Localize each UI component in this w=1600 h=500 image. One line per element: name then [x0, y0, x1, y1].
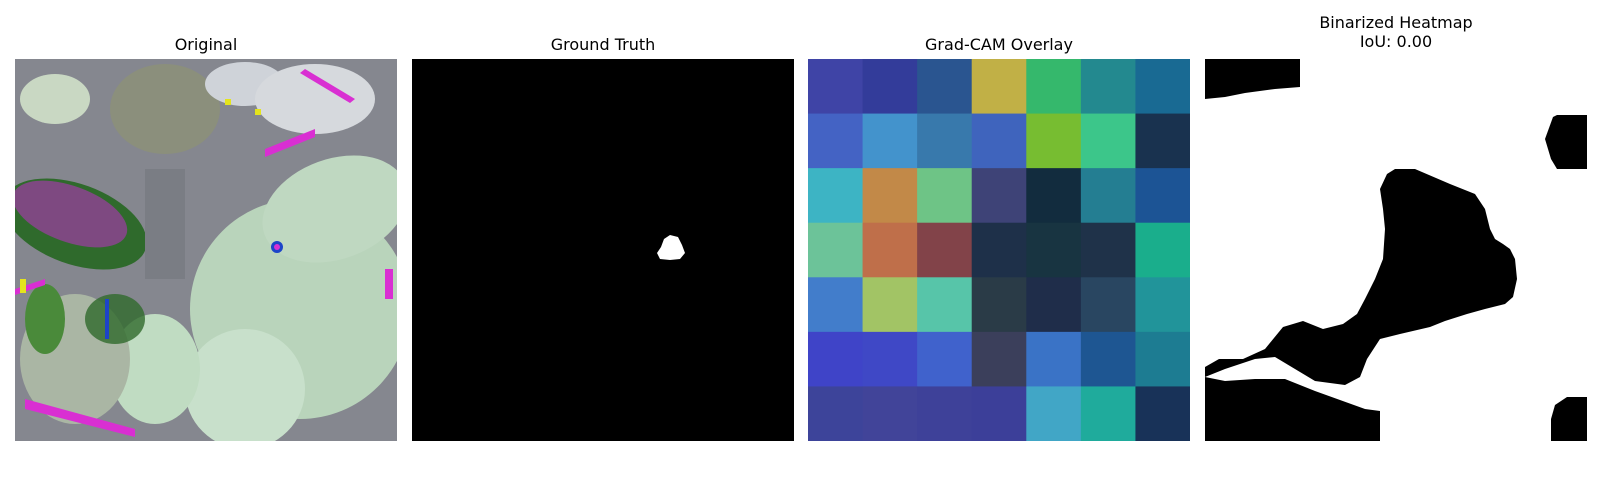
gradcam-cell — [862, 168, 918, 224]
gradcam-cell — [808, 113, 864, 169]
binarized-region-center — [1205, 169, 1517, 385]
gradcam-cell — [971, 113, 1027, 169]
gradcam-cell — [862, 331, 918, 387]
gradcam-cell — [917, 59, 973, 115]
gradcam-overlay — [808, 59, 1190, 441]
gradcam-cell — [1135, 331, 1190, 387]
gradcam-cell — [1135, 168, 1190, 224]
gradcam-cell — [971, 59, 1027, 115]
gradcam-cell — [1080, 386, 1136, 441]
gradcam-cell — [808, 277, 864, 333]
original-title: Original — [174, 35, 238, 54]
gradcam-cell — [1026, 59, 1082, 115]
gradcam-cell — [917, 113, 973, 169]
gradcam-title: Grad-CAM Overlay — [925, 35, 1073, 54]
gradcam-cell — [808, 59, 864, 115]
gradcam-cell — [1135, 277, 1190, 333]
gradcam-cell — [971, 168, 1027, 224]
gradcam-cell — [1080, 168, 1136, 224]
gradcam-cell — [917, 222, 973, 278]
gradcam-cell — [1026, 277, 1082, 333]
binarized-region-bottom-right — [1551, 397, 1587, 441]
binarized-region-bottom — [1205, 377, 1380, 441]
original-image — [15, 59, 397, 441]
gradcam-cell — [917, 277, 973, 333]
gradcam-cell — [862, 113, 918, 169]
gradcam-cell — [862, 222, 918, 278]
gradcam-cell — [1080, 331, 1136, 387]
gradcam-cell — [917, 331, 973, 387]
binarized-title: Binarized Heatmap IoU: 0.00 — [1205, 13, 1587, 51]
binarized-region-top-left — [1205, 59, 1300, 99]
gradcam-cell — [862, 277, 918, 333]
gradcam-cell — [971, 331, 1027, 387]
gradcam-cell — [1135, 113, 1190, 169]
gradcam-cell — [1080, 59, 1136, 115]
gradcam-cell — [917, 386, 973, 441]
gradcam-cell — [1135, 222, 1190, 278]
gradcam-cell — [971, 222, 1027, 278]
binarized-heatmap — [1205, 59, 1587, 441]
gradcam-cell — [1080, 113, 1136, 169]
gradcam-cell — [1026, 168, 1082, 224]
gradcam-cell — [1026, 386, 1082, 441]
gradcam-cell — [1135, 386, 1190, 441]
gradcam-cell — [1026, 331, 1082, 387]
gradcam-cell — [808, 331, 864, 387]
gradcam-cell — [808, 386, 864, 441]
ground-truth-mask — [412, 59, 794, 441]
gradcam-cell — [1135, 59, 1190, 115]
gradcam-cell — [808, 222, 864, 278]
gradcam-cell — [971, 386, 1027, 441]
iou-score: IoU: 0.00 — [1359, 32, 1433, 51]
gradcam-cell — [1080, 222, 1136, 278]
gradcam-cell — [862, 386, 918, 441]
ground-truth-title: Ground Truth — [550, 35, 656, 54]
gradcam-cell — [917, 168, 973, 224]
gradcam-cell — [971, 277, 1027, 333]
gradcam-cell — [808, 168, 864, 224]
binarized-title-text: Binarized Heatmap — [1319, 13, 1473, 32]
gradcam-cell — [1026, 222, 1082, 278]
binarized-region-right-small — [1545, 115, 1587, 169]
gradcam-cell — [1080, 277, 1136, 333]
gradcam-cell — [862, 59, 918, 115]
ground-truth-blob — [657, 235, 685, 260]
gradcam-cell — [1026, 113, 1082, 169]
